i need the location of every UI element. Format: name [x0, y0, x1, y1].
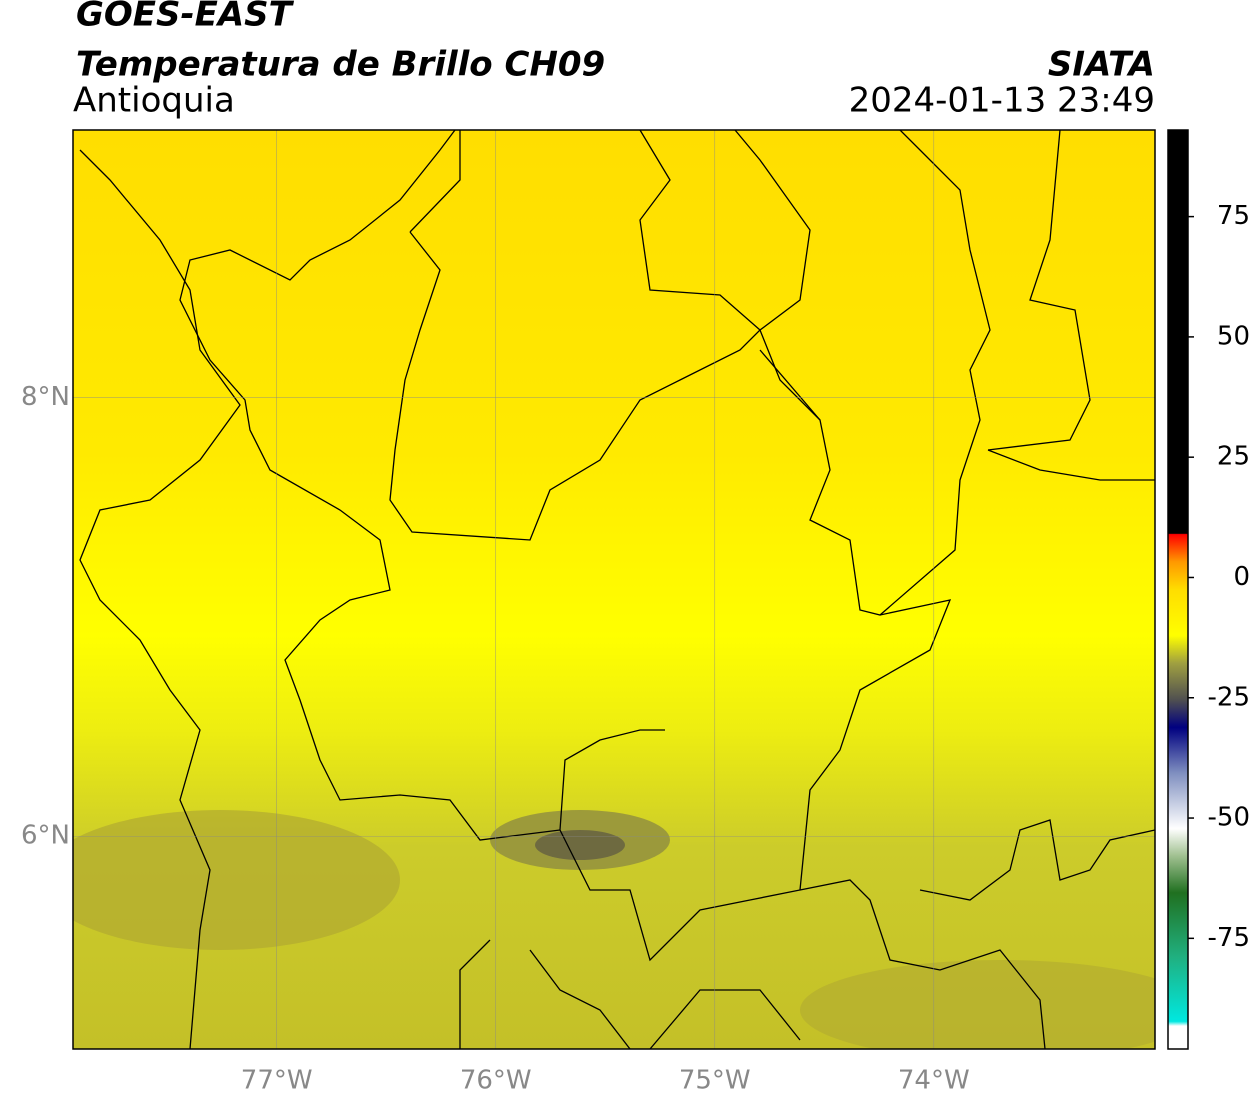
x-tick-label: 76°W	[460, 1066, 532, 1096]
colorbar	[1167, 129, 1189, 1050]
title: GOES-EAST	[76, 0, 295, 35]
datetime: 2024-01-13 23:49	[849, 81, 1155, 121]
colorbar-tick-label: 50	[1217, 321, 1250, 351]
map-frame	[72, 129, 1156, 1050]
subtitle: Temperatura de Brillo CH09	[76, 45, 605, 85]
source: SIATA	[1048, 45, 1155, 85]
colorbar-tick-label: -25	[1208, 682, 1250, 712]
colorbar-tick-label: 25	[1217, 442, 1250, 472]
colorbar-tick-label: -75	[1208, 923, 1250, 953]
x-tick-label: 77°W	[241, 1066, 313, 1096]
y-tick-label: 8°N	[21, 382, 70, 412]
region: Antioquia	[73, 81, 235, 121]
y-tick-label: 6°N	[21, 821, 70, 851]
colorbar-tick-label: 75	[1217, 201, 1250, 231]
colorbar-tick-label: 0	[1233, 562, 1250, 592]
x-tick-label: 74°W	[898, 1066, 970, 1096]
map-image	[73, 130, 1155, 1049]
x-tick-label: 75°W	[679, 1066, 751, 1096]
colorbar-tick-label: -50	[1208, 803, 1250, 833]
